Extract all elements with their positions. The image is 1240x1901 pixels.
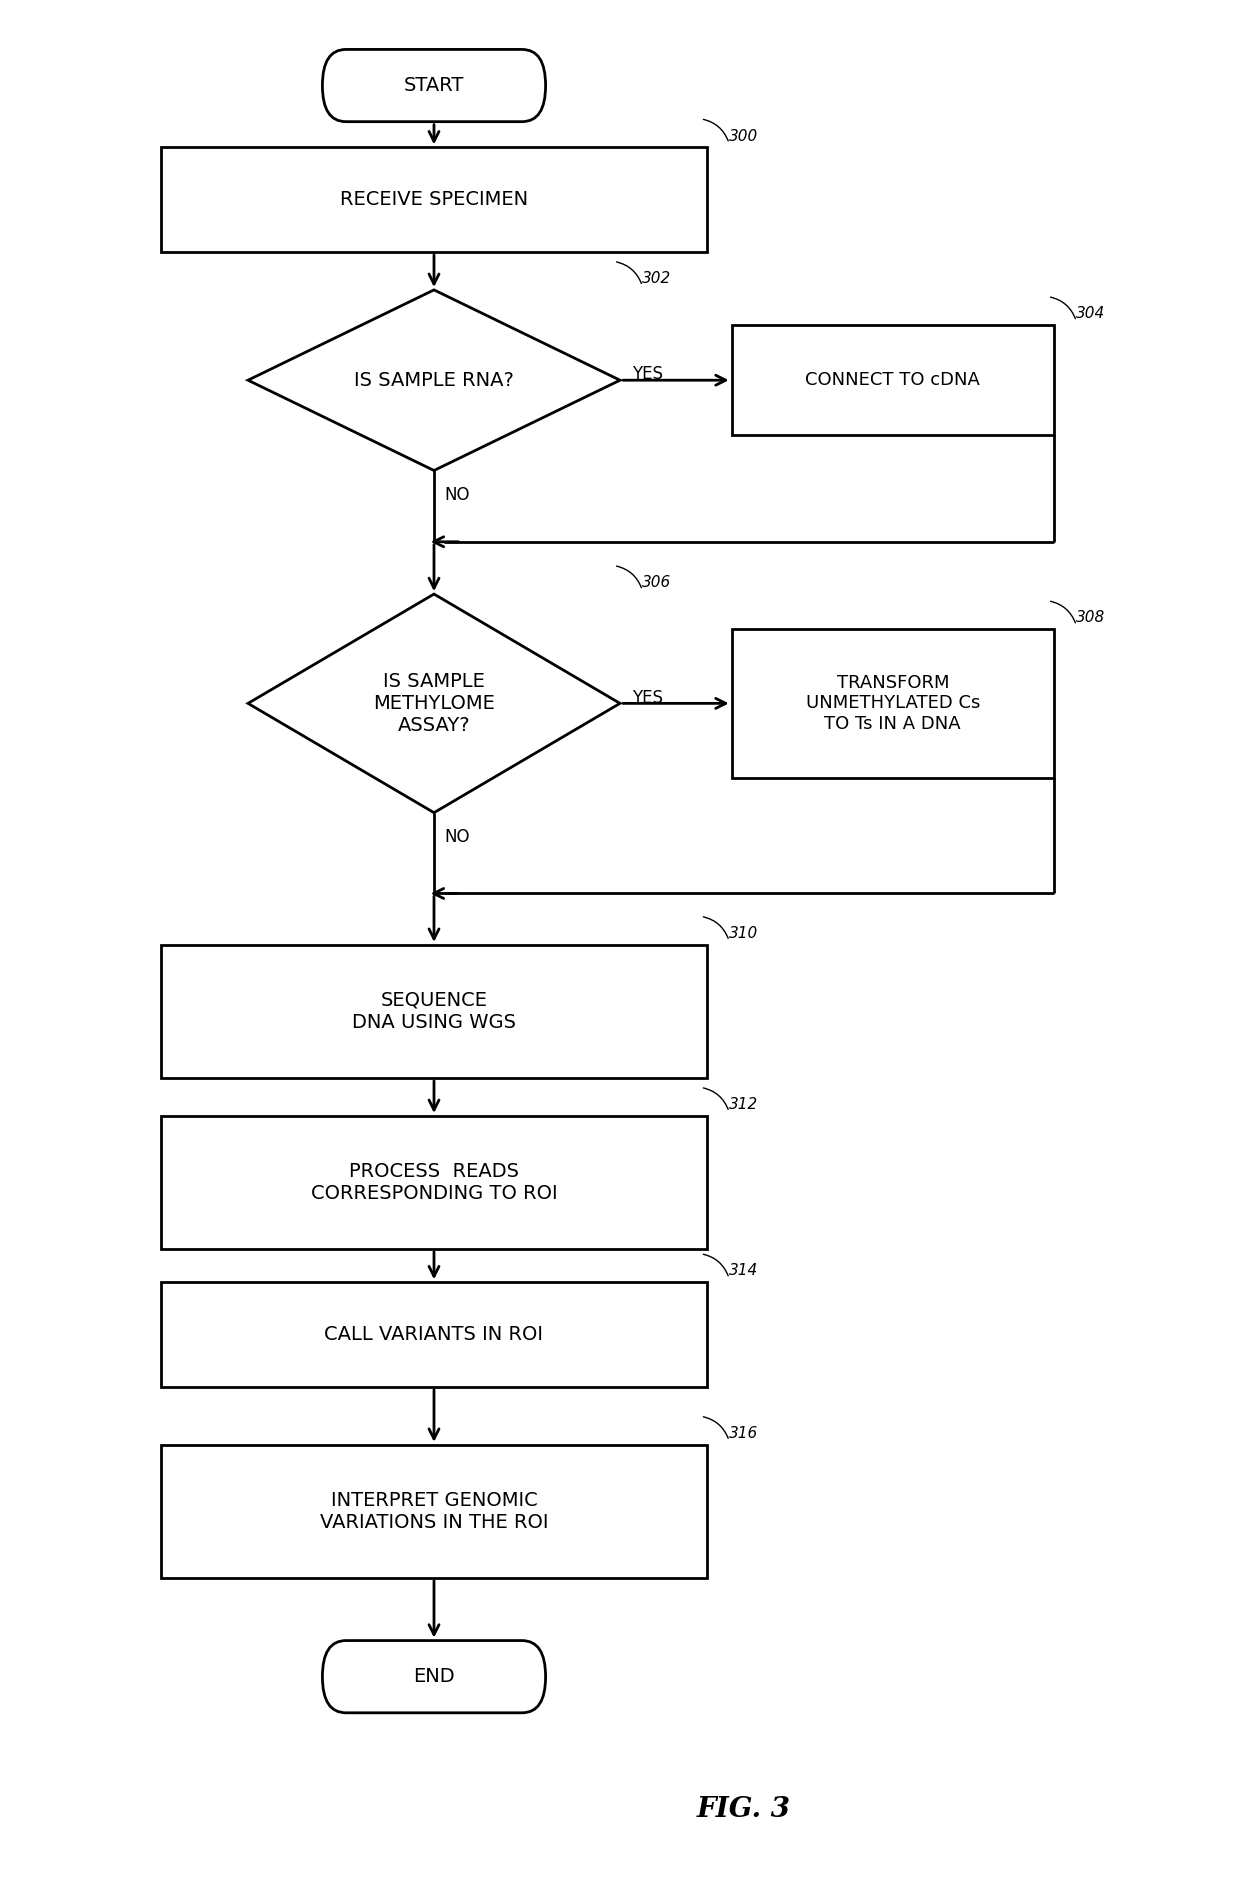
Text: RECEIVE SPECIMEN: RECEIVE SPECIMEN	[340, 190, 528, 209]
Text: 308: 308	[1076, 610, 1106, 625]
Text: INTERPRET GENOMIC
VARIATIONS IN THE ROI: INTERPRET GENOMIC VARIATIONS IN THE ROI	[320, 1490, 548, 1532]
Text: 316: 316	[729, 1426, 759, 1441]
Bar	[161, 1116, 707, 1249]
Text: NO: NO	[444, 829, 470, 846]
Text: NO: NO	[444, 485, 470, 504]
Text: 306: 306	[642, 576, 672, 589]
Text: PROCESS  READS
CORRESPONDING TO ROI: PROCESS READS CORRESPONDING TO ROI	[311, 1162, 557, 1203]
Bar	[161, 1445, 707, 1578]
Text: 312: 312	[729, 1097, 759, 1112]
Polygon shape	[248, 593, 620, 812]
Bar	[161, 1283, 707, 1388]
Text: 314: 314	[729, 1264, 759, 1277]
FancyBboxPatch shape	[322, 1641, 546, 1713]
Text: START: START	[404, 76, 464, 95]
Bar	[732, 325, 1054, 435]
Text: CALL VARIANTS IN ROI: CALL VARIANTS IN ROI	[325, 1325, 543, 1344]
Text: 300: 300	[729, 129, 759, 143]
Text: TRANSFORM
UNMETHYLATED Cs
TO Ts IN A DNA: TRANSFORM UNMETHYLATED Cs TO Ts IN A DNA	[806, 673, 980, 734]
Text: 310: 310	[729, 926, 759, 941]
Text: SEQUENCE
DNA USING WGS: SEQUENCE DNA USING WGS	[352, 990, 516, 1032]
Text: YES: YES	[632, 365, 663, 384]
Bar	[161, 945, 707, 1078]
Bar	[161, 146, 707, 251]
Text: 304: 304	[1076, 306, 1106, 321]
Text: CONNECT TO cDNA: CONNECT TO cDNA	[805, 371, 981, 390]
Text: YES: YES	[632, 688, 663, 707]
Text: IS SAMPLE
METHYLOME
ASSAY?: IS SAMPLE METHYLOME ASSAY?	[373, 671, 495, 736]
Text: IS SAMPLE RNA?: IS SAMPLE RNA?	[355, 371, 513, 390]
FancyBboxPatch shape	[322, 49, 546, 122]
Text: FIG. 3: FIG. 3	[697, 1796, 791, 1823]
Text: END: END	[413, 1667, 455, 1686]
Polygon shape	[248, 289, 620, 470]
Bar	[732, 629, 1054, 778]
Text: 302: 302	[642, 272, 672, 285]
